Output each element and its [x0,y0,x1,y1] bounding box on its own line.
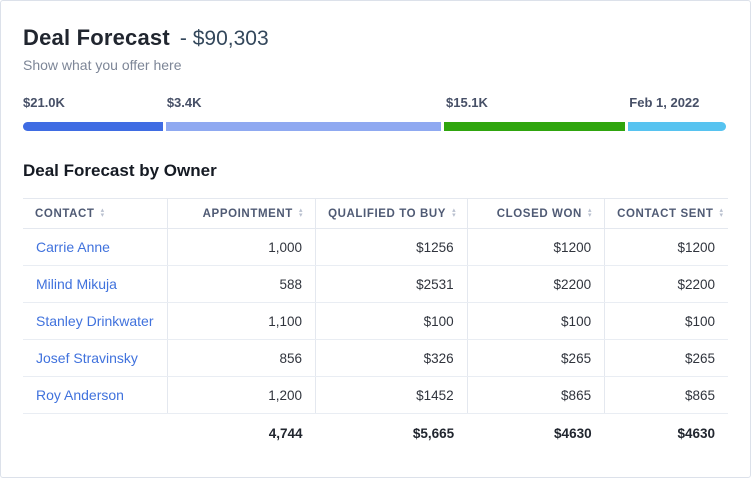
appointment-cell: 1,200 [167,376,317,414]
appointment-cell: 856 [167,339,317,377]
closed-won-cell: $865 [467,376,606,414]
table-row: Roy Anderson 1,200 $1452 $865 $865 [23,376,728,414]
table-row: Milind Mikuja 588 $2531 $2200 $2200 [23,265,728,303]
pipeline-segment-2 [444,122,625,131]
contact-sent-cell: $2200 [604,265,728,303]
deal-forecast-table: Contact ▴ ▾ Appointment ▴ ▾ Qualified to Buy… [23,198,728,453]
column-header-appointment[interactable]: Appointment ▴ ▾ [167,198,317,229]
qualified-cell: $1452 [315,376,468,414]
sort-icon[interactable]: ▴ ▾ [587,207,593,220]
totals-appointment: 4,744 [268,426,303,441]
qualified-cell: $1256 [315,228,468,266]
pipeline-labels: $21.0K $3.4K $15.1K Feb 1, 2022 [23,95,728,112]
totals-contact-sent: $4630 [677,426,715,441]
appointment-cell: 1,100 [167,302,317,340]
totals-row: 4,744 $5,665 $4630 $4630 [23,414,728,454]
column-header-qualified-to-buy[interactable]: Qualified to Buy ▴ ▾ [315,198,468,229]
contact-link[interactable]: Carrie Anne [36,239,110,255]
qualified-cell: $326 [315,339,468,377]
contact-sent-cell: $265 [604,339,728,377]
contact-link[interactable]: Josef Stravinsky [36,350,138,366]
page-subtitle: Show what you offer here [23,57,182,73]
sort-icon[interactable]: ▴ ▾ [719,207,724,220]
contact-cell: Carrie Anne [23,228,169,266]
appointment-cell: 1,000 [167,228,317,266]
pipeline-segment-1 [166,122,442,131]
contact-link[interactable]: Milind Mikuja [36,276,117,292]
closed-won-cell: $100 [467,302,606,340]
page-title-amount: - $90,303 [179,27,269,50]
pipeline-segment-3 [627,122,727,131]
table-row: Carrie Anne 1,000 $1256 $1200 $1200 [23,228,728,266]
contact-cell: Roy Anderson [23,376,169,414]
table-header-row: Contact ▴ ▾ Appointment ▴ ▾ Qualified to Buy… [23,198,728,229]
table-title: Deal Forecast by Owner [23,161,217,180]
column-header-closed-won[interactable]: Closed Won ▴ ▾ [467,198,606,229]
sort-icon[interactable]: ▴ ▾ [452,207,457,220]
table-row: Josef Stravinsky 856 $326 $265 $265 [23,339,728,377]
contact-link[interactable]: Stanley Drinkwater [36,313,154,329]
contact-sent-cell: $865 [604,376,728,414]
closed-won-cell: $2200 [467,265,606,303]
contact-cell: Stanley Drinkwater [23,302,169,340]
appointment-cell: 588 [167,265,317,303]
pipeline-label-0: $21.0K [23,95,65,110]
contact-cell: Milind Mikuja [23,265,169,303]
totals-closed-won: $4630 [554,426,592,441]
closed-won-cell: $265 [467,339,606,377]
contact-cell: Josef Stravinsky [23,339,169,377]
contact-link[interactable]: Roy Anderson [36,387,124,403]
pipeline-bar [23,122,728,131]
table-row: Stanley Drinkwater 1,100 $100 $100 $100 [23,302,728,340]
pipeline-label-3: Feb 1, 2022 [629,95,700,110]
page-title: Deal Forecast [23,25,170,50]
sort-icon[interactable]: ▴ ▾ [100,207,105,220]
contact-sent-cell: $1200 [604,228,728,266]
pipeline-label-1: $3.4K [166,95,202,110]
qualified-cell: $100 [315,302,468,340]
closed-won-cell: $1200 [467,228,606,266]
sort-icon[interactable]: ▴ ▾ [298,207,304,220]
pipeline-segment-0 [23,122,164,131]
pipeline-progress: $21.0K $3.4K $15.1K Feb 1, 2022 [23,95,728,131]
totals-qualified: $5,665 [412,426,455,441]
column-header-contact-sent[interactable]: Contact Sent ▴ ▾ [604,198,728,229]
column-header-contact[interactable]: Contact ▴ ▾ [23,198,169,229]
page-header: Deal Forecast - $90,303 [23,25,728,51]
totals-empty-cell [23,414,168,454]
contact-sent-cell: $100 [604,302,728,340]
pipeline-label-2: $15.1K [446,95,488,110]
qualified-cell: $2531 [315,265,468,303]
